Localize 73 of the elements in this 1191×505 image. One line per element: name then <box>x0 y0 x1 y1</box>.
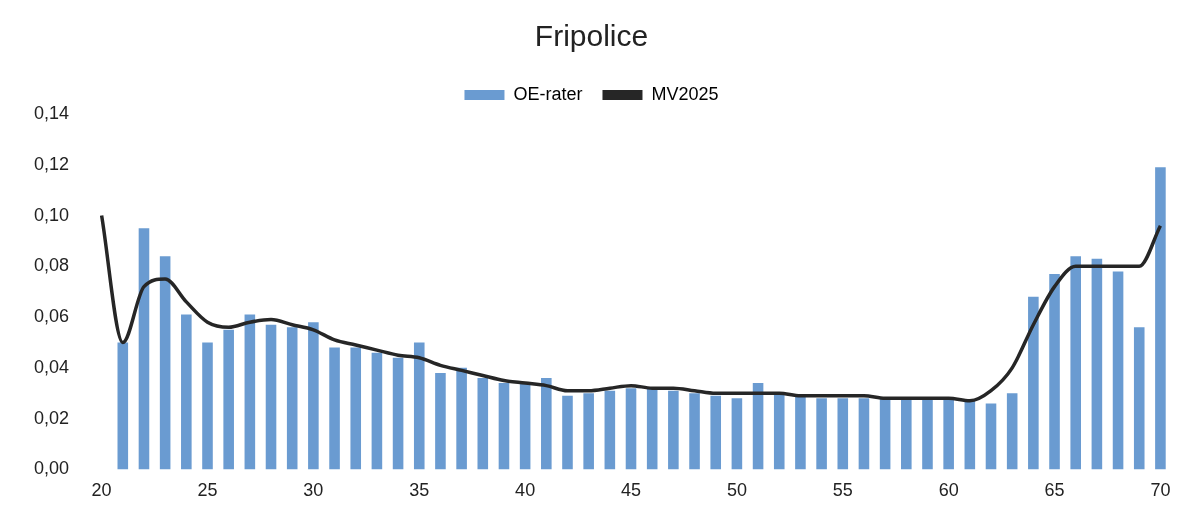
y-tick-label: 0,00 <box>33 458 70 479</box>
x-tick-label: 20 <box>91 480 112 501</box>
bar <box>795 395 806 470</box>
y-tick-label: 0,12 <box>33 153 70 174</box>
bar <box>858 398 870 470</box>
bar <box>223 329 234 470</box>
bar <box>668 390 679 470</box>
bar <box>265 324 277 470</box>
bar <box>710 395 722 470</box>
bar <box>456 367 467 470</box>
bar <box>922 398 933 470</box>
bar <box>519 383 531 470</box>
bar <box>985 403 997 470</box>
bar <box>837 398 849 470</box>
x-tick-label: 65 <box>1044 480 1065 501</box>
bar <box>329 347 340 470</box>
bar <box>646 388 658 470</box>
bar <box>286 327 298 470</box>
bar <box>625 388 637 470</box>
x-tick-label: 55 <box>832 480 853 501</box>
x-tick-label: 50 <box>726 480 747 501</box>
x-tick-label: 45 <box>621 480 642 501</box>
x-tick-label: 30 <box>303 480 324 501</box>
bar <box>350 347 362 470</box>
y-tick-label: 0,04 <box>33 356 70 377</box>
bar <box>1112 271 1124 470</box>
bar <box>1049 273 1060 470</box>
bar <box>244 314 256 470</box>
bar <box>435 372 446 470</box>
legend-label: OE-rater <box>513 83 583 104</box>
bar <box>371 352 383 470</box>
bar <box>901 398 912 470</box>
y-tick-label: 0,10 <box>33 204 70 225</box>
bar <box>541 378 552 470</box>
bar <box>498 383 510 470</box>
bar <box>816 398 827 470</box>
bar <box>181 314 192 470</box>
y-tick-label: 0,14 <box>33 102 70 123</box>
bar <box>117 342 129 470</box>
bar <box>392 357 404 470</box>
bar <box>1028 296 1039 470</box>
bar <box>477 378 489 470</box>
bar <box>773 393 785 470</box>
bar <box>964 400 976 470</box>
y-tick-label: 0,06 <box>33 306 70 327</box>
bar <box>562 395 573 470</box>
bar <box>1091 258 1103 470</box>
bar <box>138 228 150 470</box>
bar <box>1070 256 1081 470</box>
y-tick-label: 0,02 <box>33 407 70 428</box>
bar <box>413 342 425 470</box>
legend-label: MV2025 <box>651 83 719 104</box>
bar <box>879 398 891 470</box>
x-tick-label: 70 <box>1150 480 1171 501</box>
bar <box>731 398 743 470</box>
bar <box>1133 327 1145 470</box>
bar <box>202 342 213 470</box>
chart-title: Fripolice <box>534 19 649 53</box>
bar <box>689 393 700 470</box>
x-tick-label: 60 <box>938 480 959 501</box>
bar <box>943 398 954 470</box>
bar <box>752 383 764 470</box>
bar <box>159 256 171 470</box>
x-tick-label: 40 <box>515 480 536 501</box>
x-tick-label: 35 <box>409 480 430 501</box>
y-tick-label: 0,08 <box>33 255 70 276</box>
bar <box>308 322 319 470</box>
x-tick-label: 25 <box>197 480 218 501</box>
line-series <box>99 213 1163 403</box>
bar <box>1006 393 1018 470</box>
bar <box>583 393 594 470</box>
bar <box>604 390 616 470</box>
bar <box>1155 167 1166 470</box>
